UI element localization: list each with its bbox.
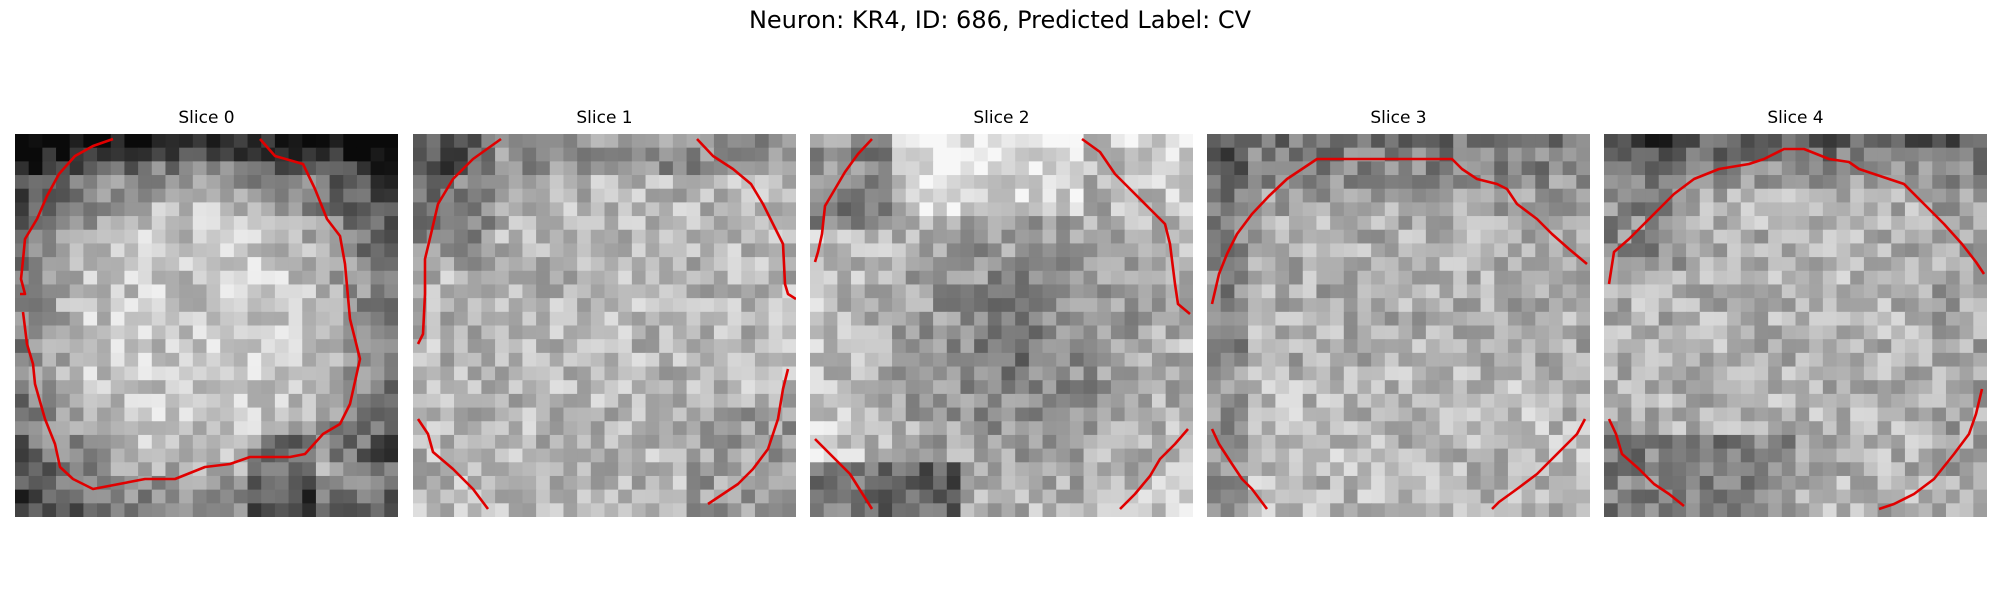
contour-line-1d [707,368,790,506]
contour-line-3b [1210,428,1269,510]
pixel-grid-2 [810,134,1193,517]
contour-line-0b [21,138,362,491]
contour-line-1a [416,137,502,345]
contour-0 [19,137,362,491]
pixel-grid-4 [1604,134,1987,517]
contour-line-3a [1210,157,1588,305]
slice-title-4: Slice 4 [1767,108,1824,128]
slice-image-2 [810,134,1193,517]
pixel-grid-1 [413,134,796,517]
figure-title: Neuron: KR4, ID: 686, Predicted Label: C… [748,6,1252,34]
slice-image-3 [1207,134,1590,517]
contour-4 [1607,147,1986,511]
slice-title-0: Slice 0 [178,108,235,128]
contour-line-0 [19,137,114,296]
pixel-grid-3 [1207,134,1590,517]
slice-title-3: Slice 3 [1370,108,1427,128]
pixel-grid-0 [15,134,398,517]
contour-line-2c [814,438,874,510]
slice-title-2: Slice 2 [973,108,1030,128]
contour-line-2b [1081,137,1191,315]
contour-line-4b [1607,418,1685,508]
contour-line-1b [696,138,796,301]
contour-line-3c [1491,418,1587,510]
contour-line-2a [813,138,873,263]
contour-2 [813,137,1191,510]
slice-image-1 [413,134,796,517]
slice-title-1: Slice 1 [576,108,633,128]
slice-image-4 [1604,134,1987,517]
contour-line-1c [416,418,490,510]
contour-line-4c [1878,388,1984,511]
contour-line-2d [1119,428,1189,510]
contour-3 [1210,157,1588,510]
slice-image-0 [15,134,398,517]
contour-1 [416,137,796,510]
contour-line-4a [1607,147,1986,285]
